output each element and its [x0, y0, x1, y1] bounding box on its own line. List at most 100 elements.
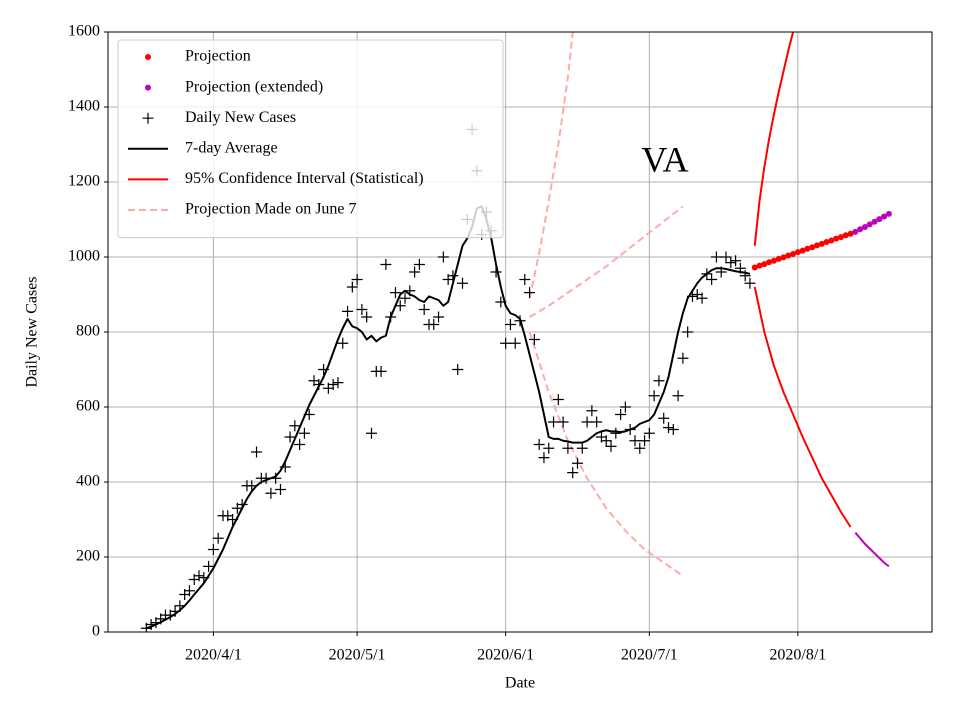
case-marker — [567, 467, 579, 479]
projection-point — [881, 213, 888, 220]
case-marker — [629, 435, 641, 447]
projection-point — [823, 239, 830, 245]
case-marker — [672, 390, 684, 402]
case-marker — [351, 274, 363, 285]
case-marker — [193, 570, 205, 582]
case-marker — [504, 319, 516, 330]
case-marker — [725, 257, 737, 269]
projection-point — [790, 251, 797, 257]
plot-area — [140, 32, 892, 632]
case-marker — [294, 439, 306, 450]
legend-label: 7-day Average — [185, 139, 278, 156]
case-marker — [586, 405, 598, 417]
case-marker — [730, 255, 742, 267]
x-tick-label: 2020/6/1 — [477, 647, 534, 664]
projection-point — [871, 218, 878, 225]
case-marker — [548, 416, 560, 428]
legend-marker — [145, 54, 151, 60]
case-marker — [591, 416, 603, 428]
projection-point — [785, 252, 792, 259]
case-marker — [409, 266, 421, 278]
series-line — [528, 331, 684, 577]
legend-label: 95% Confidence Interval (Statistical) — [185, 170, 424, 187]
projection-point — [876, 216, 883, 223]
projection-point — [837, 234, 844, 241]
projection-point — [775, 255, 782, 262]
projection-point — [804, 245, 811, 252]
case-marker — [710, 251, 722, 263]
ticks: 0 200 400 600 800 1000 1200 1400 1600 2020/4/1 202… — [68, 23, 826, 664]
case-marker — [677, 352, 689, 364]
series-line — [529, 205, 684, 318]
projection-point — [818, 240, 825, 247]
case-marker — [212, 532, 224, 544]
case-marker — [265, 487, 277, 499]
case-marker — [365, 427, 377, 439]
case-marker — [327, 379, 339, 390]
case-marker — [509, 337, 521, 349]
case-marker — [437, 251, 449, 263]
annotation: VA — [641, 139, 688, 179]
case-marker — [356, 304, 368, 315]
projection-point — [814, 242, 821, 249]
projection-point — [842, 232, 849, 239]
x-axis-label: Date — [505, 675, 535, 692]
y-tick-label: 1600 — [68, 23, 100, 40]
case-marker — [500, 337, 512, 349]
case-marker — [744, 277, 756, 289]
case-marker — [389, 287, 401, 299]
case-marker — [203, 560, 215, 572]
projection-point — [866, 221, 873, 228]
case-marker — [533, 439, 545, 450]
case-marker — [418, 304, 430, 315]
y-tick-label: 200 — [76, 548, 100, 565]
case-marker — [720, 251, 732, 263]
legend-marker — [145, 84, 151, 91]
case-marker — [337, 337, 349, 349]
case-marker — [274, 484, 286, 495]
x-tick-label: 2020/4/1 — [185, 647, 242, 664]
y-tick-label: 0 — [92, 623, 100, 640]
case-marker — [457, 277, 469, 289]
projection-point — [885, 210, 892, 217]
projection-point — [770, 257, 777, 264]
case-marker — [399, 292, 411, 304]
case-marker — [562, 442, 574, 454]
projection-point — [828, 237, 835, 244]
case-marker — [663, 422, 675, 434]
projection-point — [780, 254, 787, 261]
series-line — [753, 286, 852, 528]
case-marker — [428, 319, 440, 330]
x-tick-label: 2020/7/1 — [621, 647, 678, 664]
case-marker — [380, 259, 392, 270]
case-marker — [543, 442, 555, 454]
case-marker — [538, 452, 550, 464]
legend-marker — [142, 112, 154, 124]
case-marker — [571, 457, 583, 469]
legend-label: Daily New Cases — [185, 109, 296, 126]
case-marker — [682, 326, 694, 338]
projection-point — [809, 244, 816, 251]
projection-point — [756, 262, 763, 269]
series-line — [146, 205, 751, 630]
projection-point — [794, 249, 801, 256]
case-marker — [528, 334, 540, 345]
projection-point — [857, 226, 864, 233]
case-marker — [519, 274, 531, 285]
case-marker — [653, 375, 665, 387]
series-line — [753, 32, 795, 246]
x-tick-label: 2020/8/1 — [769, 647, 826, 664]
case-marker — [332, 377, 344, 389]
case-marker — [581, 416, 593, 428]
case-marker — [183, 585, 195, 597]
projection-point — [766, 259, 773, 266]
legend-label: Projection Made on June 7 — [185, 201, 357, 218]
case-marker — [524, 287, 536, 299]
legend-label: Projection — [185, 48, 251, 65]
case-marker — [619, 401, 631, 413]
case-marker — [634, 442, 646, 454]
case-marker — [557, 416, 569, 428]
case-marker — [605, 440, 617, 452]
projection-point — [833, 235, 840, 242]
